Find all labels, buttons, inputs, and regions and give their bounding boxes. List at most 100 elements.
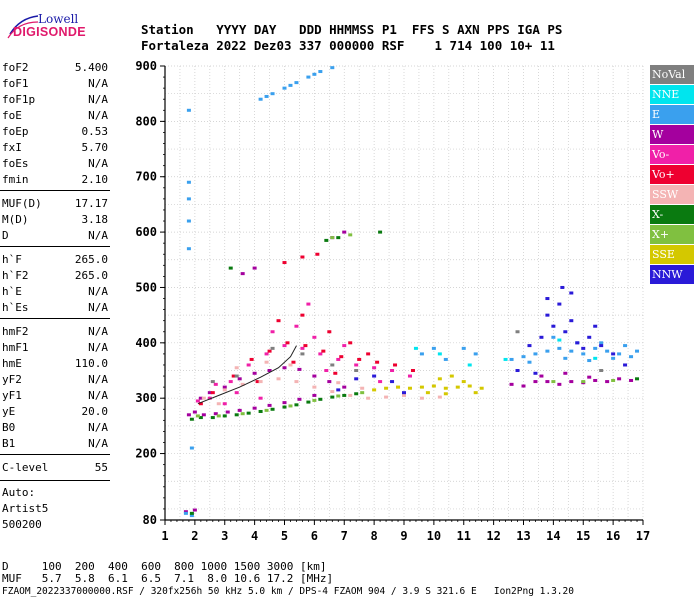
point-x: [378, 230, 383, 234]
point-x: [336, 394, 341, 398]
param-value: N/A: [88, 157, 108, 170]
param-row: h`Es N/A: [2, 300, 108, 316]
legend-item-w: W: [650, 125, 694, 144]
logo-text-lowell: Lowell: [38, 12, 79, 26]
param-row: foF2 5.400: [2, 60, 108, 76]
point-w: [605, 380, 610, 384]
param-name: hmE: [2, 357, 22, 370]
param-value: 2.10: [81, 173, 109, 186]
point-w: [617, 377, 622, 381]
auto-code: 500200: [2, 518, 42, 531]
point-vo: [300, 346, 305, 350]
point-vo: [366, 352, 371, 356]
legend-item-ssw: SSW: [650, 185, 694, 204]
param-value: N/A: [88, 325, 108, 338]
point-ssw: [366, 396, 371, 400]
point-e: [611, 356, 616, 360]
point-e: [258, 97, 263, 101]
point-vo: [207, 396, 212, 400]
param-value: 5.70: [81, 141, 109, 154]
point-sse: [431, 384, 436, 388]
point-sse: [372, 388, 377, 392]
point-ssw: [276, 377, 281, 381]
point-noval: [300, 352, 305, 356]
point-x: [210, 416, 215, 420]
point-vo: [291, 360, 296, 364]
point-ssw: [201, 396, 206, 400]
point-e: [527, 360, 532, 364]
point-nnw: [560, 285, 565, 289]
point-w: [237, 377, 242, 381]
point-w: [267, 369, 272, 373]
point-vo: [276, 319, 281, 323]
point-e: [443, 357, 448, 361]
x-tick-label: 16: [606, 529, 620, 543]
point-x: [222, 414, 227, 418]
point-nnw: [533, 371, 538, 375]
param-name: MUF(D): [2, 197, 42, 210]
x-tick-label: 15: [576, 529, 590, 543]
point-vo: [234, 391, 239, 395]
point-nnw: [557, 302, 562, 306]
point-x: [330, 236, 335, 240]
param-name: foEs: [2, 157, 29, 170]
param-row: yF1 N/A: [2, 388, 108, 404]
point-nne: [503, 357, 508, 361]
param-name: yF2: [2, 373, 22, 386]
param-row: foF1p N/A: [2, 92, 108, 108]
point-w: [192, 410, 197, 414]
x-tick-label: 10: [427, 529, 441, 543]
point-vo: [410, 369, 415, 373]
point-e: [419, 352, 424, 356]
param-divider: [0, 480, 110, 481]
param-value: 17.17: [74, 197, 108, 210]
point-x: [551, 380, 556, 384]
point-x: [611, 378, 616, 382]
point-vo: [324, 369, 329, 373]
point-ssw: [216, 402, 221, 406]
point-x: [635, 377, 640, 381]
point-e: [186, 219, 191, 223]
param-value: N/A: [88, 437, 108, 450]
point-nnw: [515, 369, 520, 373]
point-ssw: [240, 382, 245, 386]
param-value: 110.0: [74, 357, 108, 370]
param-name: foF1p: [2, 93, 36, 106]
point-w: [252, 266, 257, 270]
point-ssw: [264, 360, 269, 364]
param-name: yE: [2, 405, 16, 418]
x-tick-label: 5: [281, 529, 288, 543]
point-sse: [396, 385, 401, 389]
point-nne: [593, 356, 598, 360]
point-nne: [437, 352, 442, 356]
point-sse: [384, 386, 389, 390]
point-vo: [372, 366, 377, 370]
y-tick-label: 900: [135, 59, 157, 73]
y-tick-label: 80: [143, 513, 157, 527]
y-tick-label: 300: [135, 391, 157, 405]
point-vo: [336, 357, 341, 361]
point-noval: [330, 363, 335, 367]
point-e: [581, 352, 586, 356]
point-noval: [354, 369, 359, 373]
point-x: [581, 380, 586, 384]
param-row: hmF2 N/A: [2, 324, 108, 340]
param-value: N/A: [88, 109, 108, 122]
point-w: [521, 384, 526, 388]
point-vo: [300, 313, 305, 317]
param-name: h`Es: [2, 301, 29, 314]
point-x: [306, 400, 311, 404]
param-name: h`E: [2, 285, 22, 298]
point-nnw: [587, 335, 592, 339]
point-x: [318, 397, 323, 401]
param-row: h`E N/A: [2, 284, 108, 300]
point-ssw: [258, 380, 263, 384]
point-e: [623, 344, 628, 348]
param-value: 265.0: [74, 253, 108, 266]
point-w: [342, 230, 347, 234]
trace-line: [197, 345, 297, 405]
point-vo: [339, 355, 344, 359]
point-vo: [327, 330, 332, 334]
point-e: [270, 92, 275, 96]
